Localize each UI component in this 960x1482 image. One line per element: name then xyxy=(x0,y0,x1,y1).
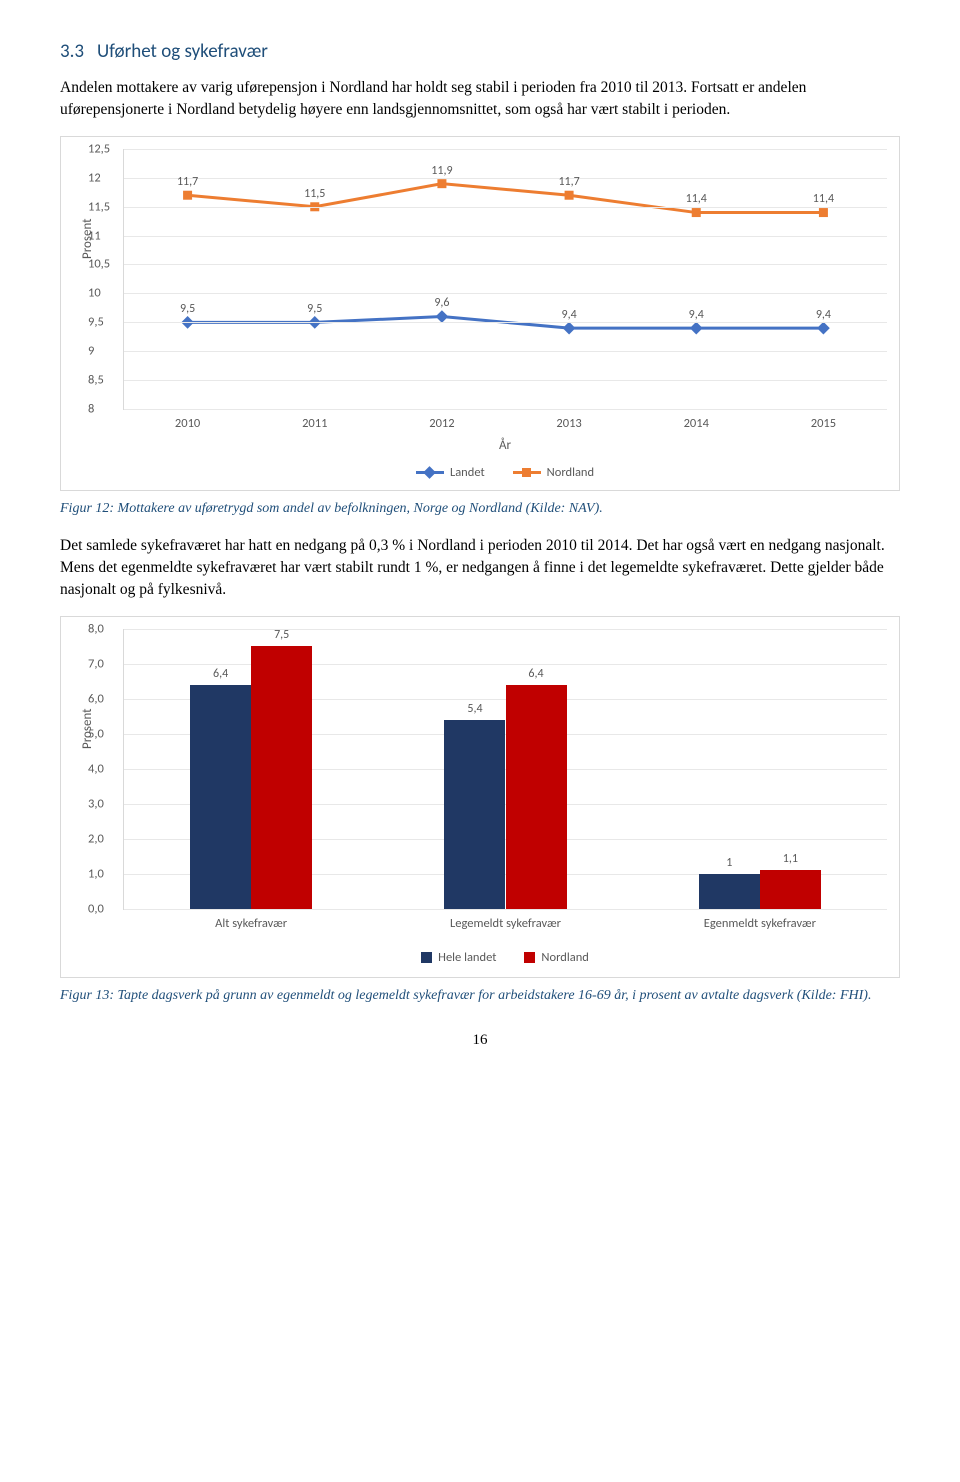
legend-label: Nordland xyxy=(541,950,588,965)
chart-marker xyxy=(692,208,701,217)
line-chart-ytick: 12,5 xyxy=(88,141,110,156)
paragraph-1: Andelen mottakere av varig uførepensjon … xyxy=(60,77,900,122)
line-chart-ytick: 9,5 xyxy=(88,315,104,330)
chart-data-label: 11,9 xyxy=(431,164,452,178)
chart-marker xyxy=(563,322,576,335)
chart-data-label: 6,4 xyxy=(528,667,543,681)
figure-12-chart: Prosent 88,599,51010,51111,51212,5201020… xyxy=(60,136,900,491)
bar-chart-ytick: 5,0 xyxy=(88,726,104,741)
bar-chart-ytick: 6,0 xyxy=(88,691,104,706)
chart-marker xyxy=(819,208,828,217)
chart-bar xyxy=(760,870,821,909)
line-chart-xtick: 2010 xyxy=(175,416,200,431)
legend-swatch xyxy=(513,471,541,474)
chart-marker xyxy=(437,179,446,188)
legend-swatch xyxy=(416,471,444,474)
chart-marker xyxy=(817,322,830,335)
line-chart-legend: Landet Nordland xyxy=(123,463,887,480)
line-chart-ytick: 10 xyxy=(88,286,101,301)
line-chart-xlabel: År xyxy=(123,438,887,453)
bar-chart-ytick: 1,0 xyxy=(88,866,104,881)
bar-chart-ytick: 8,0 xyxy=(88,621,104,636)
chart-data-label: 11,4 xyxy=(813,192,834,206)
section-title: Uførhet og sykefravær xyxy=(97,40,268,63)
section-heading: 3.3 Uførhet og sykefravær xyxy=(60,40,900,63)
legend-item: Nordland xyxy=(524,950,588,965)
chart-data-label: 9,6 xyxy=(434,296,449,310)
bar-chart-ytick: 4,0 xyxy=(88,761,104,776)
line-chart-xtick: 2015 xyxy=(811,416,836,431)
legend-item: Landet xyxy=(416,465,485,480)
chart-data-label: 1 xyxy=(726,856,732,870)
section-number: 3.3 xyxy=(60,40,84,63)
line-chart-xtick: 2012 xyxy=(429,416,454,431)
chart-data-label: 9,4 xyxy=(816,308,831,322)
line-chart-svg xyxy=(124,149,887,409)
chart-data-label: 6,4 xyxy=(213,667,228,681)
chart-marker xyxy=(565,191,574,200)
chart-data-label: 11,7 xyxy=(558,175,579,189)
legend-label: Nordland xyxy=(547,465,594,480)
line-chart-ytick: 10,5 xyxy=(88,257,110,272)
legend-swatch xyxy=(421,952,432,963)
legend-label: Hele landet xyxy=(438,950,496,965)
chart-data-label: 11,7 xyxy=(177,175,198,189)
line-chart-ytick: 8 xyxy=(88,401,94,416)
page-number: 16 xyxy=(60,1032,900,1049)
chart-bar xyxy=(506,685,567,909)
legend-swatch xyxy=(524,952,535,963)
chart-data-label: 9,4 xyxy=(689,308,704,322)
chart-bar xyxy=(699,874,760,909)
chart-data-label: 7,5 xyxy=(274,628,289,642)
line-chart-xtick: 2014 xyxy=(684,416,709,431)
paragraph-2: Det samlede sykefraværet har hatt en ned… xyxy=(60,535,900,602)
figure-13-chart: Prosent 0,01,02,03,04,05,06,07,08,0Alt s… xyxy=(60,616,900,978)
bar-chart-xtick: Egenmeldt sykefravær xyxy=(704,916,816,931)
chart-series-line xyxy=(188,184,824,213)
chart-data-label: 5,4 xyxy=(467,702,482,716)
line-chart-ytick: 11,5 xyxy=(88,199,110,214)
chart-data-label: 1,1 xyxy=(783,852,798,866)
line-chart-ytick: 11 xyxy=(88,228,101,243)
chart-bar xyxy=(190,685,251,909)
bar-chart-ytick: 2,0 xyxy=(88,831,104,846)
line-chart-ytick: 8,5 xyxy=(88,373,104,388)
chart-data-label: 9,5 xyxy=(180,302,195,316)
chart-data-label: 9,4 xyxy=(561,308,576,322)
chart-bar xyxy=(444,720,505,909)
legend-item: Nordland xyxy=(513,465,594,480)
legend-label: Landet xyxy=(450,465,485,480)
chart-data-label: 9,5 xyxy=(307,302,322,316)
bar-chart-xtick: Alt sykefravær xyxy=(215,916,287,931)
chart-data-label: 11,5 xyxy=(304,187,325,201)
chart-marker xyxy=(436,310,449,323)
figure-12-caption: Figur 12: Mottakere av uføretrygd som an… xyxy=(60,499,900,519)
line-chart-ytick: 12 xyxy=(88,170,101,185)
bar-chart-ytick: 3,0 xyxy=(88,796,104,811)
chart-marker xyxy=(183,191,192,200)
line-chart-xtick: 2011 xyxy=(302,416,327,431)
bar-chart-xtick: Legemeldt sykefravær xyxy=(450,916,561,931)
bar-chart-ytick: 0,0 xyxy=(88,901,104,916)
bar-chart-legend: Hele landet Nordland xyxy=(123,950,887,967)
figure-13-caption: Figur 13: Tapte dagsverk på grunn av ege… xyxy=(60,986,900,1006)
bar-chart-ytick: 7,0 xyxy=(88,656,104,671)
legend-item: Hele landet xyxy=(421,950,496,965)
chart-data-label: 11,4 xyxy=(686,192,707,206)
chart-marker xyxy=(690,322,703,335)
line-chart-ytick: 9 xyxy=(88,344,94,359)
line-chart-xtick: 2013 xyxy=(556,416,581,431)
chart-bar xyxy=(251,646,312,909)
